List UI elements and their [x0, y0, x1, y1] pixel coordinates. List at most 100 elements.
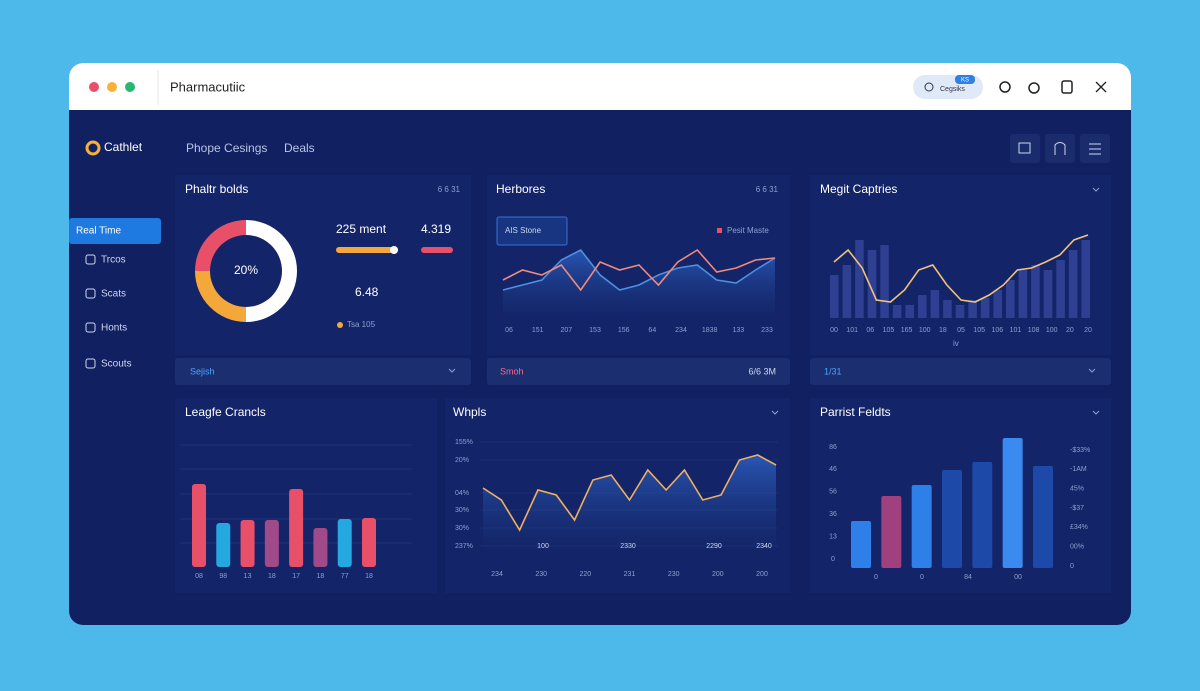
axis-label: 18: [317, 573, 325, 580]
axis-label: 77: [341, 573, 349, 580]
tab[interactable]: Phope Cesings: [186, 141, 267, 155]
axis-label: 00%: [1070, 544, 1084, 551]
bar: [955, 305, 965, 318]
bar: [980, 298, 990, 318]
nav-item[interactable]: Trcos: [101, 255, 126, 266]
axis-label: 18: [268, 573, 276, 580]
axis-label: 220: [579, 571, 591, 578]
bar: [911, 485, 932, 568]
bar: [905, 305, 914, 318]
axis-label: 237%: [455, 543, 473, 550]
nav-icon: [85, 288, 96, 299]
bar: [918, 295, 927, 318]
panel-title: Herbores: [496, 182, 545, 196]
brand-logo: [85, 140, 101, 156]
bar: [930, 290, 940, 318]
nav-item[interactable]: Scats: [101, 289, 126, 300]
nav-item[interactable]: Scouts: [101, 359, 132, 370]
axis-label: 0: [920, 574, 924, 581]
legend-dot: [717, 228, 722, 233]
axis-label: 200: [712, 571, 724, 578]
tool-button[interactable]: [1045, 134, 1075, 163]
bar: [1056, 260, 1065, 318]
panel-meta: 6 6 31: [438, 185, 461, 194]
axis-label: 105: [973, 327, 985, 334]
dropdown-label: 1/31: [824, 366, 842, 376]
axis-label: 98: [219, 573, 227, 580]
axis-label: 101: [846, 327, 858, 334]
axis-label: 13: [244, 573, 252, 580]
bag-icon[interactable]: [1061, 80, 1073, 94]
dropdown[interactable]: [175, 358, 471, 385]
area: [483, 455, 776, 550]
panel-title: Phaltr bolds: [185, 182, 248, 196]
axis-label: 0: [1070, 563, 1074, 570]
axis-label: 45%: [1070, 486, 1084, 493]
nav-item[interactable]: Honts: [101, 323, 127, 334]
panel: [175, 398, 437, 593]
minimize-button[interactable]: [107, 82, 117, 92]
chevron: [1092, 187, 1100, 192]
legend-dot: [337, 322, 343, 328]
axis-label: 200: [756, 571, 768, 578]
settings-icon[interactable]: [1028, 82, 1040, 94]
axis-label: 151: [532, 327, 544, 334]
bar: [1018, 270, 1028, 318]
bar: [851, 521, 871, 568]
star-icon[interactable]: [1095, 81, 1107, 93]
axis-label: 18: [939, 327, 947, 334]
bar: [892, 305, 902, 318]
bar: [1031, 265, 1040, 318]
tool-button[interactable]: [1010, 134, 1040, 163]
axis-label: 153: [589, 327, 601, 334]
maximize-button[interactable]: [125, 82, 135, 92]
axis-label: 20%: [455, 457, 469, 464]
dropdown[interactable]: [810, 358, 1111, 385]
tool-icon: [1054, 142, 1066, 155]
bar: [1033, 466, 1053, 568]
close-button[interactable]: [89, 82, 99, 92]
nav-icon: [85, 358, 96, 369]
bar: [313, 528, 328, 567]
axis-label: 230: [668, 571, 680, 578]
axis-label: 231: [624, 571, 636, 578]
axis-label: 00: [1014, 574, 1022, 581]
tab[interactable]: Deals: [284, 141, 315, 155]
line: [502, 248, 776, 291]
bar: [830, 275, 839, 318]
axis-label: 20: [1066, 327, 1074, 334]
axis-label: 155%: [455, 439, 473, 446]
axis-label: 0: [831, 556, 835, 563]
axis-label: 30%: [455, 507, 469, 514]
axis-label: 100: [1046, 327, 1058, 334]
axis-label: 06: [505, 327, 513, 334]
tool-icon: [1089, 143, 1101, 155]
axis-label: 133: [732, 327, 744, 334]
axis-label: 46: [829, 466, 837, 473]
axis-label: 105: [883, 327, 895, 334]
axis-label: 234: [675, 327, 687, 334]
axis-label: 30%: [455, 525, 469, 532]
stat: 6.48: [355, 285, 379, 299]
bar: [972, 462, 993, 568]
nav-active[interactable]: [69, 218, 161, 244]
axis-label: 08: [195, 573, 203, 580]
badge-label: AIS Stone: [505, 226, 542, 235]
axis-label: 156: [618, 327, 630, 334]
axis-label: 64: [648, 327, 656, 334]
dropdown-value: 6/6 3M: [748, 366, 776, 376]
axis-label: 13: [829, 533, 837, 540]
chevron: [1088, 368, 1096, 373]
dropdown[interactable]: [487, 358, 790, 385]
pill-badge-text: KS: [961, 78, 969, 84]
nav-item[interactable]: Real Time: [76, 226, 121, 237]
donut-center: 20%: [234, 263, 258, 277]
badge[interactable]: [496, 216, 568, 246]
axis-label: 56: [829, 489, 837, 496]
bar: [968, 300, 977, 318]
search-icon[interactable]: [999, 81, 1011, 93]
axis-label: 1838: [702, 327, 718, 334]
stat: 4.319: [421, 222, 451, 236]
stat: 225 ment: [336, 222, 387, 236]
axis-label: 233: [761, 327, 773, 334]
